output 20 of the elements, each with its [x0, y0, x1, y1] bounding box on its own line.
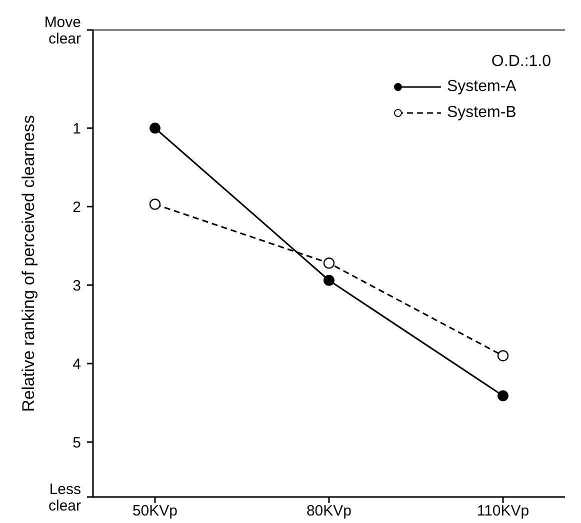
legend-label: System-A	[447, 78, 516, 96]
y-tick-label: 4	[72, 356, 81, 373]
y-tick-label: 2	[72, 198, 81, 216]
y-tick-label: Move clear	[44, 14, 81, 48]
y-tick-label: Less clear	[48, 481, 81, 514]
point	[323, 258, 335, 269]
legend-label: System-B	[447, 104, 516, 122]
y-tick-label: 3	[72, 277, 81, 294]
point	[150, 122, 160, 134]
point	[324, 274, 334, 286]
x-tick-label: 80KVp	[306, 502, 352, 520]
annotation: O.D.:1.0	[491, 53, 551, 71]
point	[498, 390, 508, 402]
y-tick-label: 1	[72, 120, 81, 138]
x-tick-label: 50KVp	[132, 502, 178, 520]
point	[497, 350, 509, 362]
x-tick-label: 110KVp	[476, 502, 530, 520]
y-tick-label: 5	[72, 434, 81, 452]
point	[149, 198, 161, 210]
y-axis-title: Relative ranking of perceived clearness	[19, 115, 38, 412]
